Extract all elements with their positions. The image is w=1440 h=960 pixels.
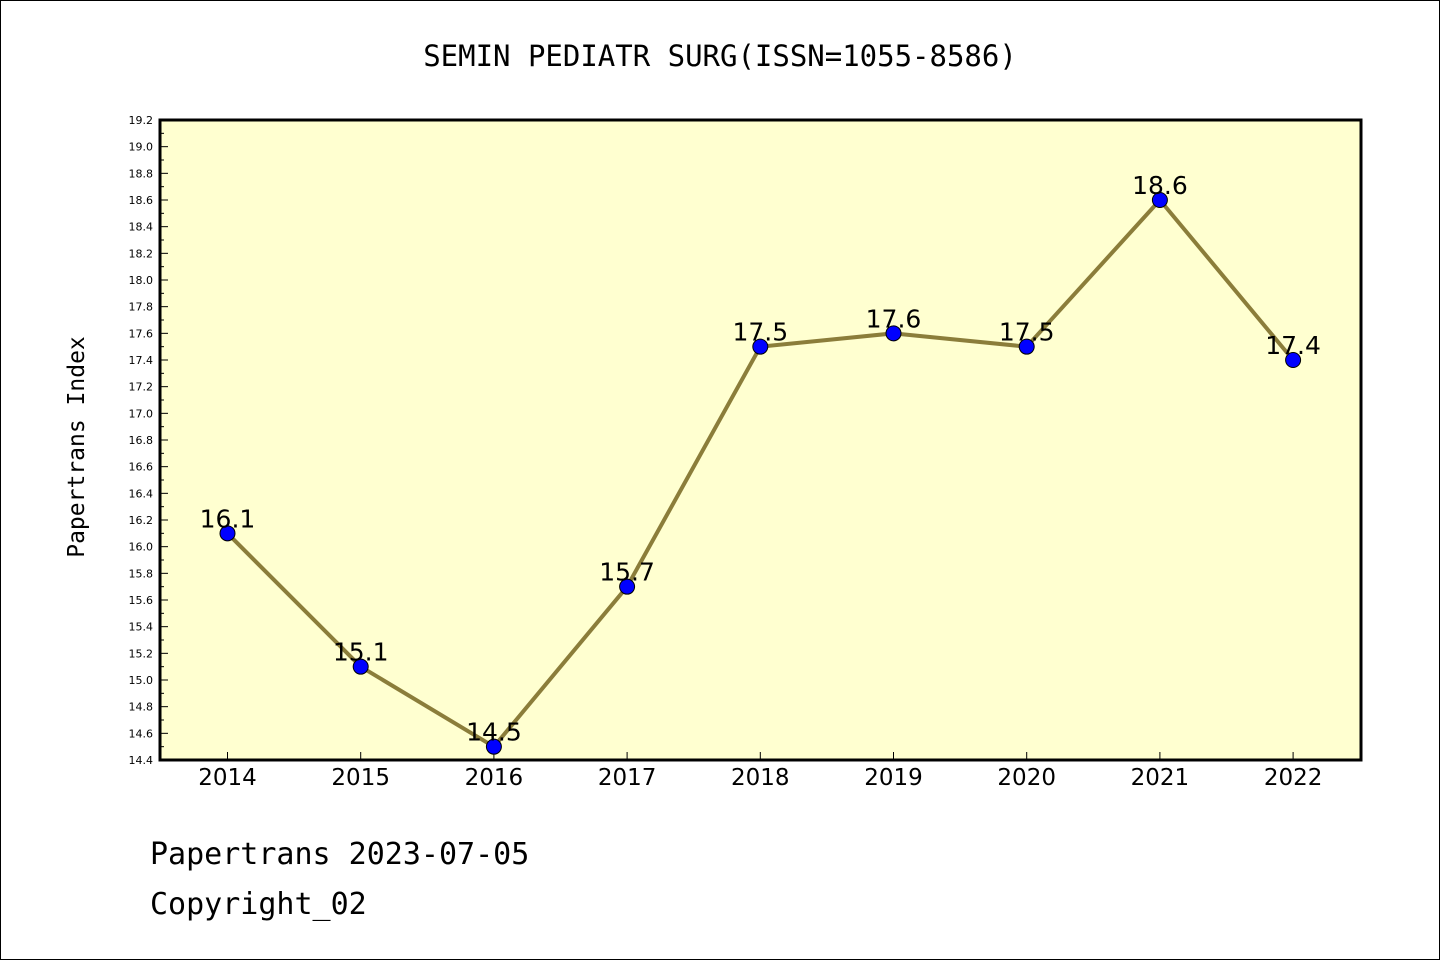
chart-title: SEMIN PEDIATR SURG(ISSN=1055-8586) [423, 39, 1017, 73]
footer-copyright: Copyright_02 [150, 887, 367, 922]
data-point [219, 525, 236, 542]
data-label: 17.6 [866, 304, 922, 333]
data-points [219, 192, 1302, 755]
data-point [619, 578, 636, 595]
data-label: 14.5 [466, 718, 522, 747]
y-tick-label: 16.0 [129, 541, 154, 554]
plot-area [158, 118, 1363, 762]
x-tick-label: 2015 [331, 765, 390, 791]
x-tick-label: 2018 [731, 765, 790, 791]
data-point [752, 338, 769, 355]
y-tick-label: 17.2 [129, 381, 154, 394]
x-tick-label: 2017 [598, 765, 657, 791]
y-tick-label: 19.2 [129, 114, 154, 127]
y-tick-label: 18.8 [129, 167, 154, 180]
x-tick-label: 2016 [465, 765, 524, 791]
y-tick-label: 18.0 [129, 274, 154, 287]
data-label: 16.1 [200, 504, 256, 533]
y-tick-label: 16.6 [129, 461, 154, 474]
data-label: 15.1 [333, 638, 389, 667]
y-tick-label: 18.2 [129, 247, 154, 260]
data-point [1285, 352, 1302, 368]
data-label: 17.5 [732, 318, 788, 347]
y-tick-label: 18.4 [129, 221, 154, 234]
data-point [1018, 338, 1035, 355]
y-tick-label: 14.4 [129, 754, 154, 767]
y-tick-label: 17.4 [129, 354, 154, 367]
y-tick-label: 15.4 [129, 621, 154, 634]
y-tick-label: 16.2 [129, 514, 154, 527]
y-tick-label: 16.8 [129, 434, 154, 447]
y-tick-label: 15.6 [129, 594, 154, 607]
y-tick-label: 15.8 [129, 567, 154, 580]
x-tick-label: 2014 [198, 765, 257, 791]
data-label: 15.7 [599, 558, 655, 587]
x-tick-label: 2019 [864, 765, 923, 791]
data-labels: 16.1 15.1 14.5 15.7 17.5 17.6 17.5 18.6 17.4 [200, 171, 1321, 747]
y-tick-label: 15.2 [129, 647, 154, 660]
data-point [352, 658, 369, 675]
data-point [485, 738, 502, 755]
y-tick-label: 19.0 [129, 141, 154, 154]
y-tick-label: 14.6 [129, 727, 154, 740]
x-tick-label: 2022 [1264, 765, 1323, 791]
y-tick-label: 17.0 [129, 407, 154, 420]
x-tick-label: 2021 [1131, 765, 1190, 791]
data-label: 17.5 [999, 318, 1055, 347]
y-tick-label: 17.8 [129, 301, 154, 314]
y-axis-label: Papertrans Index [64, 336, 90, 558]
y-tick-label: 16.4 [129, 487, 154, 500]
y-tick-label: 18.6 [129, 194, 154, 207]
data-point [885, 325, 902, 342]
y-tick-label: 15.0 [129, 674, 154, 687]
data-point [1151, 192, 1168, 208]
y-tick-label: 14.8 [129, 701, 154, 714]
y-axis: 14.4 14.6 14.8 15.0 15.2 15.4 15.6 15.8 16.0 16.2… [129, 114, 168, 767]
y-tick-label: 17.6 [129, 327, 154, 340]
x-tick-label: 2020 [997, 765, 1056, 791]
x-axis: 2014 2015 2016 2017 2018 2019 2020 2021 2022 [198, 752, 1322, 791]
footer-date: Papertrans 2023-07-05 [150, 837, 529, 872]
data-label: 17.4 [1265, 331, 1321, 360]
data-label: 18.6 [1132, 171, 1188, 200]
